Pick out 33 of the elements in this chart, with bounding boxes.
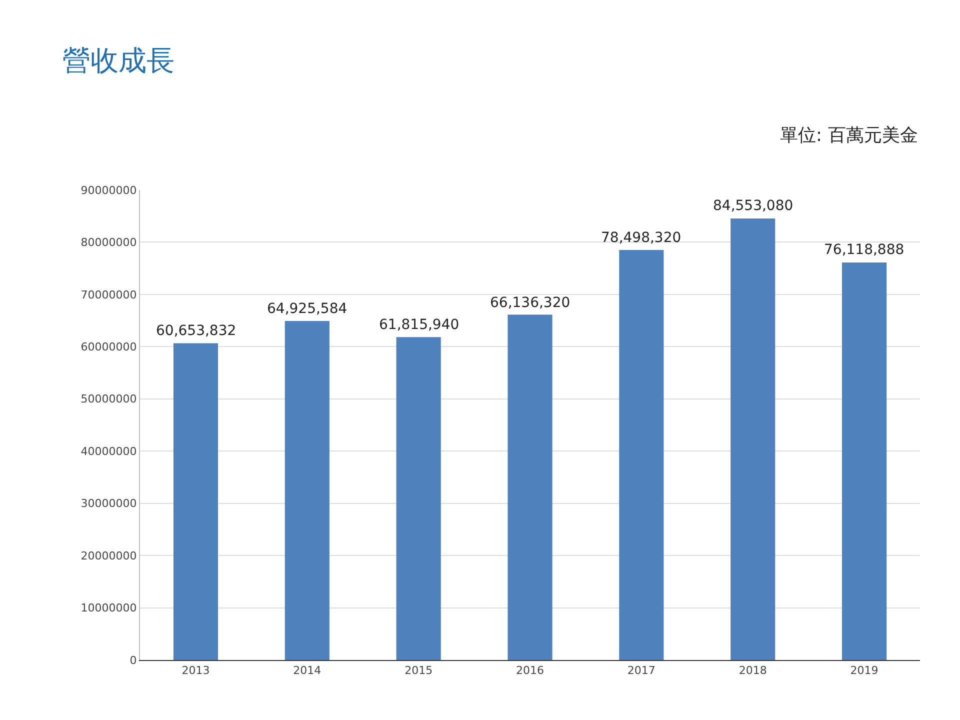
data-label: 84,553,080 xyxy=(713,198,794,214)
bar xyxy=(842,262,887,660)
data-label: 76,118,888 xyxy=(824,242,904,258)
chart-title: 營收成長 xyxy=(62,44,174,77)
data-label: 61,815,940 xyxy=(379,317,460,333)
y-tick-label: 60000000 xyxy=(80,340,137,354)
y-tick-label: 0 xyxy=(130,654,137,667)
bar xyxy=(730,218,776,660)
x-tick-label: 2019 xyxy=(850,664,878,678)
y-tick-label: 20000000 xyxy=(80,549,137,562)
x-tick-label: 2015 xyxy=(404,664,433,678)
y-tick-label: 90000000 xyxy=(80,184,137,197)
x-tick-label: 2016 xyxy=(516,664,544,678)
bar xyxy=(173,343,218,660)
y-tick-label: 70000000 xyxy=(80,288,137,302)
data-label: 60,653,832 xyxy=(156,323,236,339)
y-tick-label: 40000000 xyxy=(80,444,137,458)
y-tick-label: 80000000 xyxy=(80,236,137,250)
data-label: 64,925,584 xyxy=(267,301,348,317)
x-tick-label: 2014 xyxy=(293,664,322,678)
x-tick-label: 2017 xyxy=(627,664,656,678)
x-tick-label: 2013 xyxy=(182,664,210,678)
bar xyxy=(284,320,330,660)
y-tick-label: 30000000 xyxy=(80,497,137,510)
x-tick-label: 2018 xyxy=(738,664,767,678)
y-tick-label: 50000000 xyxy=(80,392,137,406)
bar xyxy=(396,337,441,660)
bar xyxy=(619,250,664,660)
data-label: 66,136,320 xyxy=(490,295,570,311)
bar xyxy=(508,314,552,660)
text: 單位: 百萬元美金 xyxy=(780,125,918,146)
y-tick-label: 10000000 xyxy=(80,602,137,615)
data-label: 78,498,320 xyxy=(601,230,682,246)
